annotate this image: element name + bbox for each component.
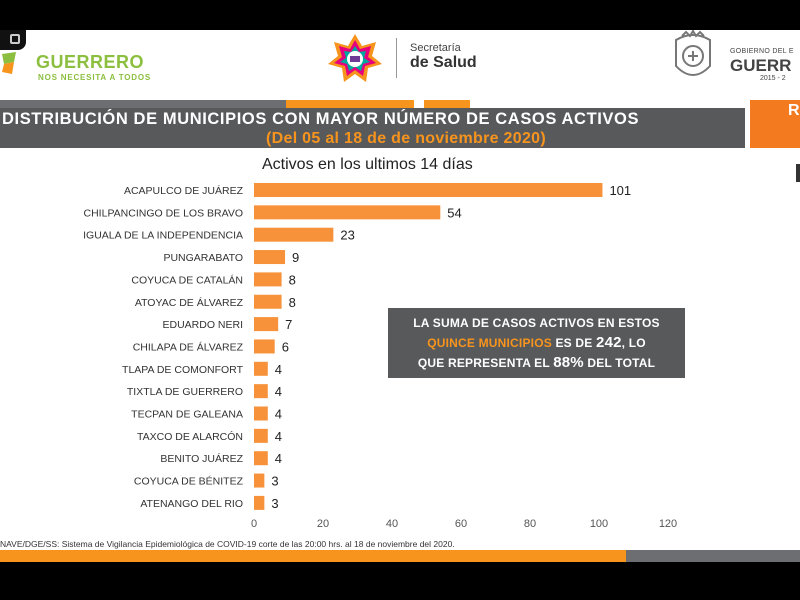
bar bbox=[254, 183, 603, 197]
x-tick-label: 40 bbox=[386, 518, 398, 530]
info-percent-value: 88% bbox=[553, 354, 584, 371]
x-tick-label: 120 bbox=[659, 518, 677, 530]
category-label: COYUCA DE CATALÁN bbox=[131, 273, 243, 286]
bar bbox=[254, 250, 286, 265]
info-line2-rest: ES DE bbox=[551, 336, 597, 350]
page-subtitle: (Del 05 al 18 de de noviembre 2020) bbox=[266, 130, 546, 147]
footer-bar-gray bbox=[626, 550, 800, 562]
decor-bar-orange-small bbox=[424, 100, 470, 108]
info-line3-pre: QUE REPRESENTA EL bbox=[417, 356, 554, 370]
x-tick-label: 20 bbox=[317, 518, 329, 530]
mid-logo-line1: Secretaría bbox=[410, 42, 461, 54]
slide: GUERRERO NOS NECESITA A TODOS Secretaría… bbox=[0, 30, 800, 562]
left-logo-subtitle: NOS NECESITA A TODOS bbox=[38, 73, 152, 82]
category-label: TECPAN DE GALEANA bbox=[131, 409, 243, 421]
category-label: ACAPULCO DE JUÁREZ bbox=[124, 184, 244, 197]
bar bbox=[254, 495, 265, 510]
info-box: LA SUMA DE CASOS ACTIVOS EN ESTOS QUINCE… bbox=[388, 308, 685, 378]
data-label: 8 bbox=[289, 272, 296, 287]
category-label: TAXCO DE ALARCÓN bbox=[137, 430, 243, 443]
state-seal-icon bbox=[675, 30, 711, 76]
data-label: 3 bbox=[271, 496, 278, 511]
bar bbox=[254, 339, 275, 354]
category-label: ATENANGO DEL RIO bbox=[140, 498, 243, 510]
data-label: 101 bbox=[609, 183, 631, 198]
right-logo-line2: GUERR bbox=[730, 56, 792, 75]
bar bbox=[254, 205, 441, 220]
category-label: COYUCA DE BÉNITEZ bbox=[134, 475, 244, 488]
source-note: NAVE/DGE/SS: Sistema de Vigilancia Epide… bbox=[0, 539, 455, 549]
guerrero-emblem-icon bbox=[2, 52, 16, 74]
right-logo-line3: 2015 - 2 bbox=[760, 75, 786, 82]
data-label: 54 bbox=[447, 205, 461, 220]
x-tick-label: 60 bbox=[455, 518, 467, 530]
right-tab: R bbox=[750, 100, 800, 148]
data-label: 4 bbox=[275, 429, 282, 444]
category-label: CHILAPA DE ÁLVAREZ bbox=[133, 340, 244, 353]
info-total-value: 242 bbox=[596, 334, 622, 351]
data-label: 4 bbox=[275, 451, 282, 466]
camera-icon bbox=[0, 30, 26, 50]
data-label: 23 bbox=[340, 228, 354, 243]
data-label: 9 bbox=[292, 250, 299, 265]
x-tick-label: 80 bbox=[524, 518, 536, 530]
mid-logo-line2: de Salud bbox=[410, 54, 477, 71]
left-logo-title: GUERRERO bbox=[36, 52, 145, 72]
category-label: IGUALA DE LA INDEPENDENCIA bbox=[83, 230, 243, 242]
info-highlight: QUINCE MUNICIPIOS bbox=[427, 336, 552, 350]
category-label: ATOYAC DE ÁLVAREZ bbox=[135, 296, 244, 309]
bar bbox=[254, 473, 265, 488]
x-tick-label: 100 bbox=[590, 518, 608, 530]
decor-bar-gray bbox=[0, 100, 286, 108]
category-label: BENITO JUÁREZ bbox=[160, 452, 243, 465]
info-line2: QUINCE MUNICIPIOS ES DE 242, LO bbox=[388, 333, 685, 353]
bar-chart: ACAPULCO DE JUÁREZ 101 CHILPANCINGO DE LOS… bbox=[83, 183, 677, 530]
title-band bbox=[0, 108, 745, 148]
right-edge-mark bbox=[796, 164, 800, 182]
chart-title: Activos en los ultimos 14 días bbox=[262, 156, 473, 173]
data-label: 4 bbox=[275, 407, 282, 422]
info-line3-tail: DEL TOTAL bbox=[583, 356, 656, 370]
salud-star-icon bbox=[328, 34, 382, 82]
category-label: EDUARDO NERI bbox=[162, 319, 243, 331]
decor-bar-orange bbox=[286, 100, 414, 108]
data-label: 4 bbox=[275, 384, 282, 399]
category-label: TIXTLA DE GUERRERO bbox=[127, 386, 243, 398]
data-label: 8 bbox=[289, 295, 296, 310]
right-logo-line1: GOBIERNO DEL E bbox=[730, 48, 794, 55]
bar bbox=[254, 294, 282, 309]
bar bbox=[254, 361, 268, 376]
gobierno-guerrero-logo: GOBIERNO DEL E GUERR 2015 - 2 bbox=[668, 30, 800, 90]
bar bbox=[254, 406, 268, 421]
bar bbox=[254, 428, 268, 443]
category-label: PUNGARABATO bbox=[163, 252, 243, 264]
guerrero-logo: GUERRERO NOS NECESITA A TODOS bbox=[0, 38, 170, 88]
data-label: 4 bbox=[275, 362, 282, 377]
right-tab-letter: R bbox=[788, 102, 800, 119]
info-line1: LA SUMA DE CASOS ACTIVOS EN ESTOS bbox=[413, 316, 660, 330]
bar bbox=[254, 384, 268, 399]
footer-bar-orange bbox=[0, 550, 626, 562]
bar bbox=[254, 317, 279, 332]
x-tick-label: 0 bbox=[251, 518, 257, 530]
info-line3: QUE REPRESENTA EL 88% DEL TOTAL bbox=[388, 353, 685, 373]
page-title: DISTRIBUCIÓN DE MUNICIPIOS CON MAYOR NÚM… bbox=[2, 110, 640, 128]
category-label: TLAPA DE COMONFORT bbox=[122, 364, 244, 376]
info-line2-tail: , LO bbox=[621, 336, 646, 350]
logo-separator bbox=[396, 38, 397, 78]
data-label: 6 bbox=[282, 339, 289, 354]
data-label: 7 bbox=[285, 317, 292, 332]
data-label: 3 bbox=[271, 474, 278, 489]
secretaria-salud-logo: Secretaría de Salud bbox=[326, 32, 496, 88]
bar bbox=[254, 227, 334, 242]
bar bbox=[254, 451, 268, 466]
category-label: CHILPANCINGO DE LOS BRAVO bbox=[84, 207, 243, 219]
bar bbox=[254, 272, 282, 287]
